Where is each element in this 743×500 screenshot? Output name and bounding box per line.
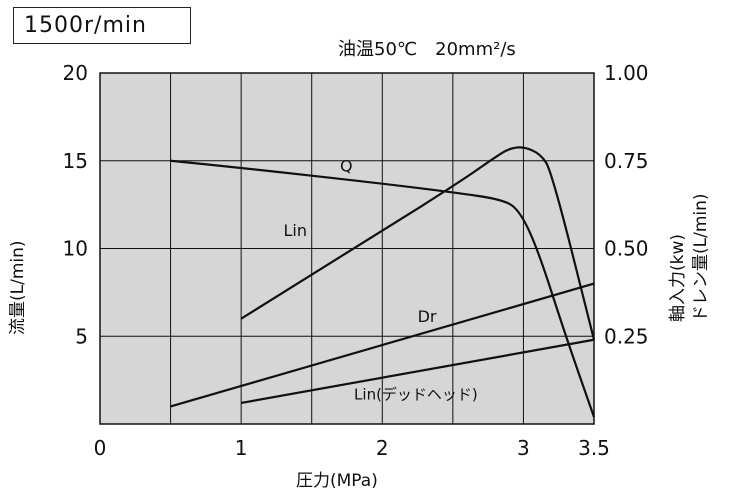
series-line-lin — [240, 146, 596, 341]
condition-label: 油温50℃ 20mm²/s — [338, 35, 516, 61]
speed-label-box — [13, 7, 191, 44]
y-left-tick-label: 20 — [63, 61, 88, 85]
curve-label: Q — [340, 156, 353, 175]
y-right-tick-label: 1.00 — [604, 61, 649, 85]
x-tick-label: 3 — [517, 436, 530, 460]
curve-label: Lin(デッドヘッド) — [354, 385, 478, 403]
curve-labels: Q Lin Dr Lin(デッドヘッド) — [283, 156, 477, 403]
viscosity-label: 20mm²/s — [435, 39, 516, 60]
y-right-tick-label: 0.50 — [604, 237, 649, 261]
oil-temp-label: 油温50℃ — [338, 39, 418, 60]
y-left-tick-label: 15 — [63, 149, 88, 173]
y-right-tick-label: 0.25 — [604, 324, 649, 348]
curve-label: Lin — [283, 221, 307, 240]
series-line-dr — [170, 282, 595, 408]
series-line-lin-deadhead — [240, 338, 595, 405]
speed-label: 1500r/min — [24, 13, 147, 38]
curve-label: Dr — [418, 307, 437, 326]
x-tick-label: 0 — [94, 436, 107, 460]
x-tick-label: 1 — [235, 436, 248, 460]
x-tick-label: 3.5 — [578, 436, 610, 460]
x-tick-label: 2 — [376, 436, 389, 460]
tick-labels: 0 1 2 3 3.5 5 10 15 20 0.25 0.50 0.75 1.00 — [63, 61, 649, 460]
series-group — [170, 146, 596, 418]
x-axis-label: 圧力(MPa) — [296, 471, 378, 491]
y-left-tick-label: 10 — [63, 237, 88, 261]
series-line-q — [170, 159, 596, 418]
y-left-tick-label: 5 — [75, 324, 88, 348]
y-right-tick-label: 0.75 — [604, 149, 649, 173]
